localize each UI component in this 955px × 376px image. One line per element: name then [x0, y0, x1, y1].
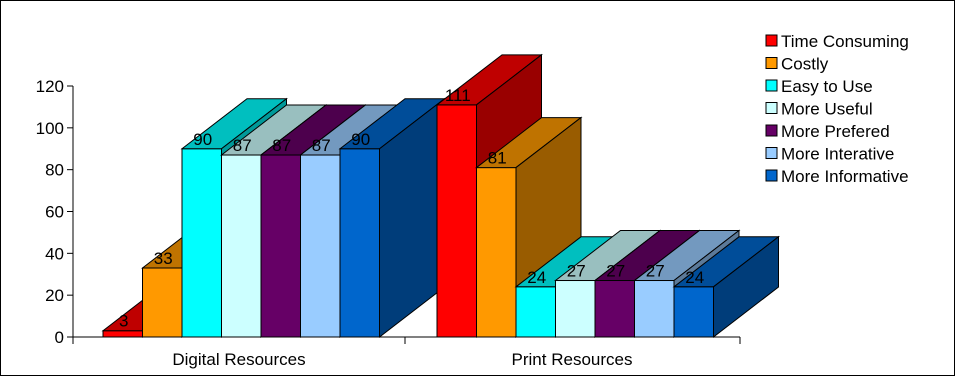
legend-label: Costly — [781, 55, 829, 74]
bar-front-face — [555, 280, 596, 338]
legend-item: More Informative — [765, 167, 909, 186]
legend-swatch — [765, 147, 778, 159]
legend-swatch — [765, 34, 778, 47]
legend-swatch — [765, 124, 778, 137]
bar-side-face — [713, 235, 779, 339]
legend-item: More Prefered — [765, 122, 890, 141]
y-tick-label: 80 — [45, 161, 64, 180]
data-label: 87 — [233, 136, 252, 155]
bar-front-face — [300, 154, 341, 338]
category-label: Digital Resources — [172, 350, 305, 369]
data-label: 24 — [685, 268, 704, 287]
legend-swatch — [765, 57, 778, 69]
legend-item: Easy to Use — [765, 77, 873, 96]
bar — [338, 97, 446, 339]
data-label: 27 — [567, 262, 586, 281]
y-tick-label: 60 — [45, 203, 64, 222]
bar-front-face — [260, 154, 301, 338]
legend-swatch — [765, 102, 778, 114]
bar-front-face — [634, 280, 675, 338]
y-tick-label: 100 — [36, 119, 64, 138]
legend-label: Time Consuming — [781, 32, 909, 51]
bar-front-face — [673, 286, 714, 338]
legend-label: More Interative — [781, 145, 894, 164]
bar-front-face — [102, 330, 143, 338]
bars — [101, 53, 780, 339]
data-label: 87 — [272, 136, 291, 155]
data-label: 24 — [527, 268, 546, 287]
legend: Time Consuming Costly Easy to Use More Usef… — [765, 32, 909, 186]
legend-item: More Interative — [765, 145, 894, 164]
category-label: Print Resources — [512, 350, 633, 369]
bar-front-face — [221, 154, 262, 338]
y-tick-label: 20 — [45, 286, 64, 305]
legend-item: Time Consuming — [765, 32, 909, 51]
bar-front-face — [594, 280, 635, 338]
bar-front-face — [142, 267, 183, 338]
data-label: 33 — [154, 249, 173, 268]
legend-label: More Prefered — [781, 122, 890, 141]
legend-label: More Useful — [781, 100, 873, 119]
data-label: 111 — [445, 86, 471, 105]
data-label: 87 — [312, 136, 331, 155]
legend-label: Easy to Use — [781, 77, 873, 96]
data-label: 27 — [646, 262, 665, 281]
y-tick-label: 0 — [55, 328, 64, 347]
legend-swatch — [765, 169, 778, 182]
bar — [672, 235, 780, 339]
y-tick-label: 120 — [36, 77, 64, 96]
bar-front-face — [436, 104, 477, 338]
bar-front-face — [339, 148, 380, 338]
legend-item: Costly — [765, 55, 829, 74]
data-label: 90 — [351, 130, 370, 149]
data-label: 81 — [488, 149, 507, 168]
legend-item: More Useful — [765, 100, 873, 119]
data-label: 27 — [606, 262, 625, 281]
legend-label: More Informative — [781, 167, 909, 186]
bar-front-face — [181, 148, 222, 338]
data-label: 3 — [119, 312, 128, 331]
data-label: 90 — [193, 130, 212, 149]
bar-front-face — [476, 167, 517, 338]
bar-front-face — [515, 286, 556, 338]
y-tick-label: 40 — [45, 244, 64, 263]
legend-swatch — [765, 79, 778, 92]
